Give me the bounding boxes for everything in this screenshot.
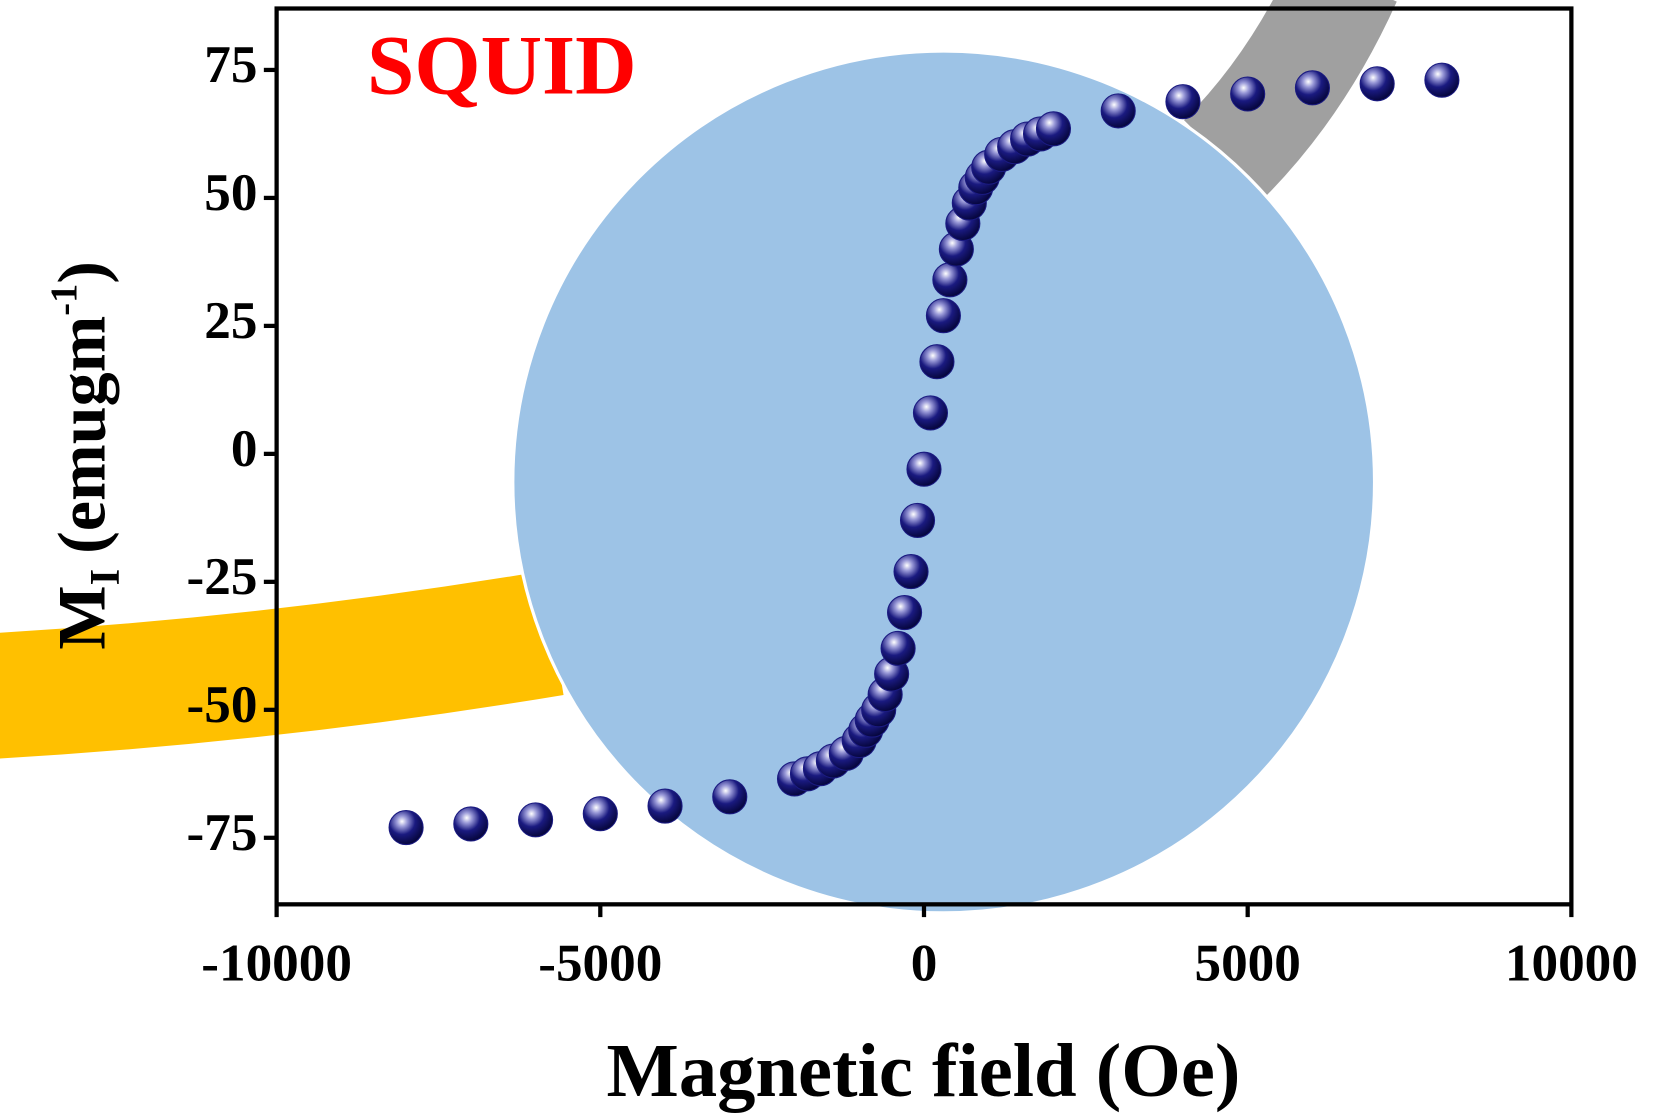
point [1295, 71, 1329, 105]
point [583, 797, 617, 831]
point [1425, 63, 1459, 97]
y-tick-label: 25 [204, 291, 257, 350]
point [907, 452, 941, 486]
y-axis-label: MI (emugm-1) [43, 261, 129, 650]
point [1166, 85, 1200, 119]
x-axis-label: Magnetic field (Oe) [607, 1028, 1241, 1113]
y-label-sub: I [82, 569, 129, 586]
x-tick-label: -10000 [201, 933, 352, 992]
y-label-close: ) [43, 261, 119, 284]
chart: SQUID Magnetic field (Oe) MI (emugm-1) -1… [0, 0, 1665, 1115]
y-label-main: M [43, 585, 119, 649]
point [648, 789, 682, 823]
page: {"chart_data":{"type":"scatter","title":… [0, 0, 1665, 1115]
y-tick-label: -25 [187, 547, 258, 606]
point [888, 596, 922, 630]
y-label-unit: (emugm [43, 316, 119, 554]
point [1036, 112, 1070, 146]
point [1360, 67, 1394, 101]
x-tick-label: 5000 [1194, 933, 1300, 992]
y-tick-label: -75 [187, 803, 258, 862]
point [926, 299, 960, 333]
point [913, 396, 947, 430]
y-tick-label: 0 [231, 419, 258, 478]
x-tick-label: 0 [911, 933, 938, 992]
point [894, 555, 928, 589]
point [713, 780, 747, 814]
point [519, 803, 553, 837]
y-tick-label: -50 [187, 675, 258, 734]
point [933, 263, 967, 297]
point [454, 807, 488, 841]
x-tick-label: 10000 [1505, 933, 1638, 992]
point [920, 345, 954, 379]
y-tick-label: 50 [204, 163, 257, 222]
decor-circle [513, 51, 1375, 913]
point [389, 811, 423, 845]
y-label-sup: -1 [44, 284, 86, 316]
chart-title: SQUID [367, 19, 637, 113]
y-tick-label: 75 [204, 35, 257, 94]
x-tick-label: -5000 [538, 933, 662, 992]
point [1101, 94, 1135, 128]
point [900, 503, 934, 537]
point [881, 631, 915, 665]
point [1231, 77, 1265, 111]
